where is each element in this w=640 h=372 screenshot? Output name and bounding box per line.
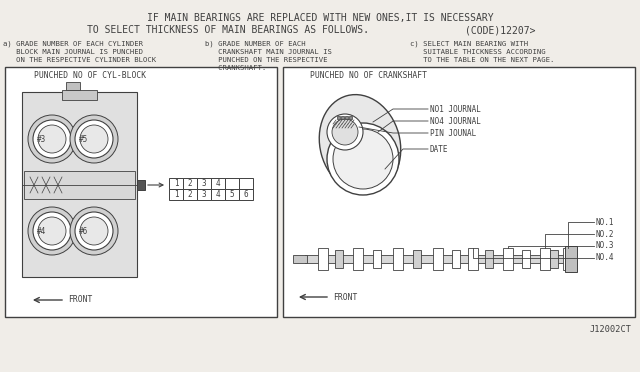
Text: a) GRADE NUMBER OF EACH CYLINDER
   BLOCK MAIN JOURNAL IS PUNCHED
   ON THE RESP: a) GRADE NUMBER OF EACH CYLINDER BLOCK M…: [3, 40, 156, 62]
Bar: [503, 248, 513, 270]
Text: NO.3: NO.3: [596, 241, 614, 250]
Circle shape: [28, 207, 76, 255]
Text: NO.4: NO.4: [596, 253, 614, 263]
Bar: [137, 180, 145, 190]
Bar: [211, 178, 225, 189]
Text: 3: 3: [202, 179, 206, 188]
Circle shape: [327, 114, 363, 150]
Text: 2: 2: [188, 179, 192, 188]
Bar: [335, 250, 343, 268]
Bar: [22, 92, 137, 277]
Text: PUNCHED NO OF CYL-BLOCK: PUNCHED NO OF CYL-BLOCK: [34, 71, 146, 80]
Bar: [345, 116, 348, 119]
Bar: [183, 178, 197, 189]
Circle shape: [33, 120, 71, 158]
Bar: [452, 250, 460, 268]
Bar: [24, 171, 135, 199]
Text: PIN JOUNAL: PIN JOUNAL: [430, 128, 476, 138]
Text: 5: 5: [230, 190, 234, 199]
Circle shape: [80, 125, 108, 153]
Bar: [66, 82, 80, 90]
Text: c) SELECT MAIN BEARING WITH
   SUITABLE THICKNESS ACCORDING
   TO THE TABLE ON T: c) SELECT MAIN BEARING WITH SUITABLE THI…: [410, 40, 554, 62]
Circle shape: [38, 125, 66, 153]
Text: 4: 4: [216, 179, 220, 188]
Text: 1: 1: [173, 190, 179, 199]
Bar: [169, 189, 183, 200]
Bar: [373, 250, 381, 268]
Bar: [413, 250, 421, 268]
Bar: [169, 178, 183, 189]
Text: 6: 6: [244, 190, 248, 199]
Circle shape: [38, 217, 66, 245]
Circle shape: [75, 212, 113, 250]
Text: NO4 JOURNAL: NO4 JOURNAL: [430, 116, 481, 125]
Bar: [283, 67, 635, 317]
Circle shape: [70, 115, 118, 163]
Circle shape: [333, 129, 393, 189]
Bar: [349, 116, 352, 119]
Bar: [565, 246, 577, 272]
Text: FRONT: FRONT: [68, 295, 92, 305]
Text: J12002CT: J12002CT: [590, 326, 632, 334]
Text: FRONT: FRONT: [333, 292, 357, 301]
Bar: [183, 189, 197, 200]
Bar: [5, 67, 277, 317]
Bar: [197, 178, 211, 189]
Bar: [225, 189, 239, 200]
Bar: [225, 178, 239, 189]
Bar: [485, 250, 493, 268]
Text: PUNCHED NO OF CRANKSHAFT: PUNCHED NO OF CRANKSHAFT: [310, 71, 427, 80]
Text: NO.1: NO.1: [596, 218, 614, 227]
Bar: [337, 116, 340, 119]
Ellipse shape: [319, 94, 401, 193]
Text: NO.2: NO.2: [596, 230, 614, 238]
Text: IF MAIN BEARINGS ARE REPLACED WITH NEW ONES,IT IS NECESSARY: IF MAIN BEARINGS ARE REPLACED WITH NEW O…: [147, 13, 493, 23]
Text: #5: #5: [79, 135, 88, 144]
Bar: [540, 248, 550, 270]
Text: (CODE)12207>: (CODE)12207>: [465, 25, 535, 35]
Bar: [393, 248, 403, 270]
Text: DATE: DATE: [430, 144, 449, 154]
Text: #4: #4: [37, 227, 47, 235]
Bar: [293, 255, 307, 263]
Bar: [353, 248, 363, 270]
Circle shape: [28, 115, 76, 163]
Text: 2: 2: [188, 190, 192, 199]
Bar: [318, 248, 328, 270]
Circle shape: [33, 212, 71, 250]
Text: #6: #6: [79, 227, 88, 235]
Bar: [522, 250, 530, 268]
Text: 3: 3: [202, 190, 206, 199]
Bar: [433, 248, 443, 270]
Text: 4: 4: [216, 190, 220, 199]
Bar: [341, 116, 344, 119]
Bar: [211, 189, 225, 200]
Circle shape: [75, 120, 113, 158]
Text: NO1 JOURNAL: NO1 JOURNAL: [430, 105, 481, 113]
Bar: [239, 189, 253, 200]
Circle shape: [327, 123, 399, 195]
Bar: [468, 248, 478, 270]
Circle shape: [332, 119, 358, 145]
Bar: [550, 250, 558, 268]
Bar: [305, 255, 575, 263]
Bar: [239, 178, 253, 189]
Text: #3: #3: [37, 135, 47, 144]
Circle shape: [80, 217, 108, 245]
Circle shape: [70, 207, 118, 255]
Bar: [62, 90, 97, 100]
Bar: [563, 248, 573, 270]
Bar: [197, 189, 211, 200]
Text: 1: 1: [173, 179, 179, 188]
Text: b) GRADE NUMBER OF EACH
   CRANKSHAFT MAIN JOURNAL IS
   PUNCHED ON THE RESPECTI: b) GRADE NUMBER OF EACH CRANKSHAFT MAIN …: [205, 40, 332, 71]
Text: TO SELECT THICKNESS OF MAIN BEARINGS AS FOLLOWS.: TO SELECT THICKNESS OF MAIN BEARINGS AS …: [87, 25, 369, 35]
